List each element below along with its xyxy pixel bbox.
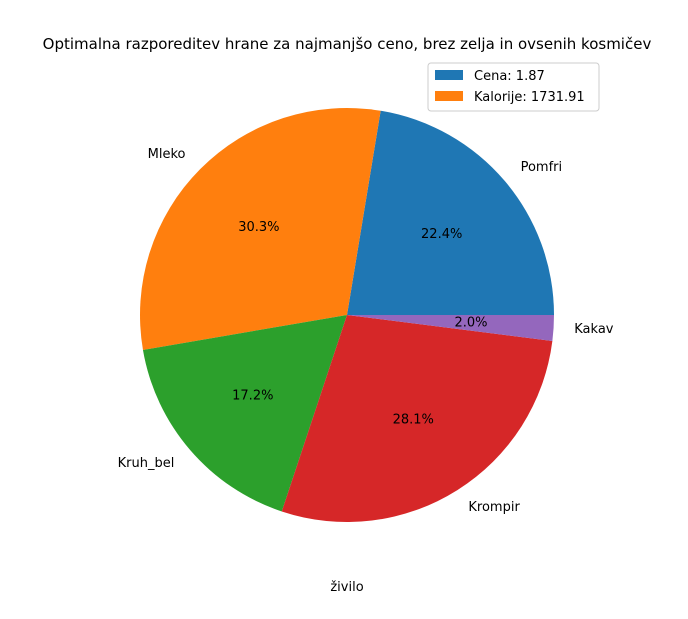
pie-slice-krompir [281, 315, 553, 522]
pie-percent-labels: 22.4% 30.3% 17.2% 28.1% 2.0% [232, 220, 487, 428]
chart-title: Optimalna razporeditev hrane za najmanjš… [43, 35, 652, 53]
slice-percent-label: 17.2% [232, 388, 273, 403]
pie-slices [140, 108, 554, 522]
legend-box [427, 62, 600, 112]
legend-swatch [435, 91, 463, 101]
legend-entry-label: Kalorije: 1731.91 [474, 90, 585, 105]
pie-slice-kakav [347, 315, 554, 341]
slice-percent-label: 28.1% [393, 413, 434, 428]
pie-slice-pomfri [347, 110, 554, 315]
slice-percent-label: 22.4% [421, 227, 462, 242]
slice-percent-label: 30.3% [238, 220, 279, 235]
slice-label: Kruh_bel [118, 456, 175, 471]
x-axis-label: živilo [330, 580, 363, 595]
legend-swatch [435, 70, 463, 80]
pie-labels: Pomfri Mleko Kruh_bel Krompir Kakav [118, 147, 614, 515]
slice-label: Mleko [148, 147, 186, 162]
slice-label: Krompir [468, 500, 520, 515]
pie-slice-kruh-bel [142, 315, 347, 512]
legend-entry-label: Cena: 1.87 [474, 69, 545, 84]
pie-slice-mleko [140, 108, 381, 350]
slice-label: Kakav [574, 322, 614, 337]
slice-percent-label: 2.0% [454, 315, 487, 330]
legend: Cena: 1.87 Kalorije: 1731.91 [427, 62, 600, 112]
slice-label: Pomfri [521, 160, 563, 175]
